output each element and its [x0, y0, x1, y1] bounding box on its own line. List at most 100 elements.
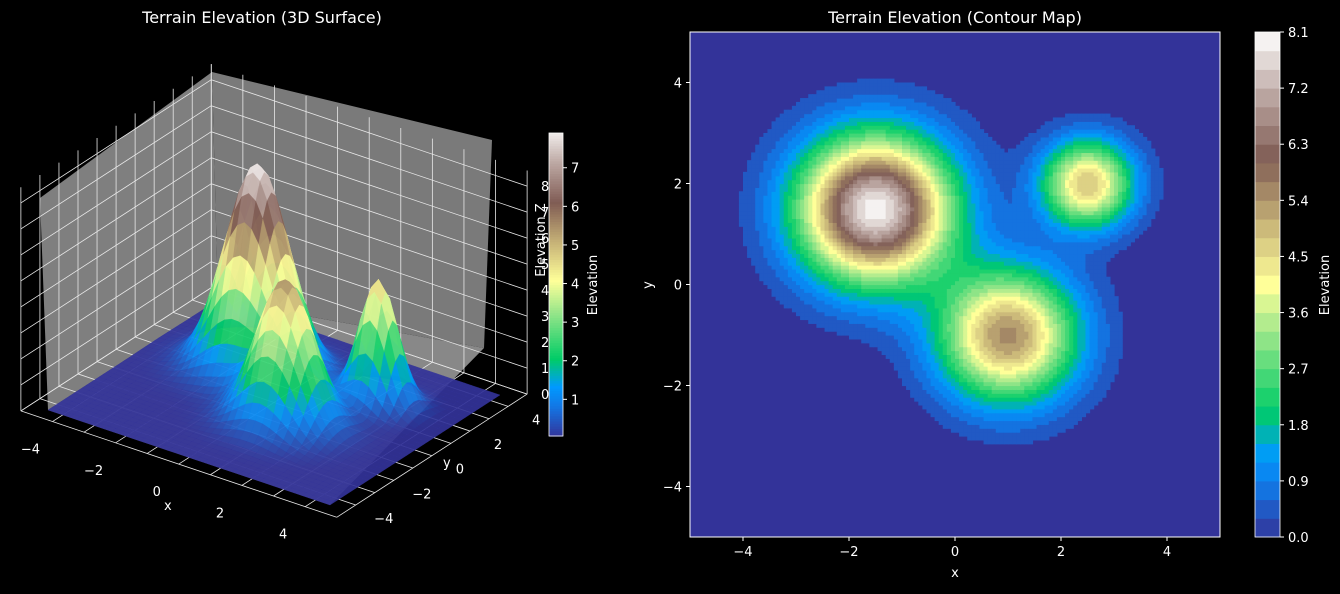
contour-cell [865, 296, 870, 300]
contour-cell [833, 184, 838, 188]
contour-cell [902, 141, 907, 145]
contour-cell [947, 211, 952, 215]
contour-cell [759, 184, 764, 188]
contour-cell [845, 114, 850, 118]
contour-cell [812, 187, 817, 191]
contour-cell [849, 187, 854, 191]
contour-cell [784, 273, 789, 277]
contour-cell [910, 339, 915, 343]
contour-cell [869, 117, 874, 121]
contour-cell [939, 184, 944, 188]
contour-cell [906, 238, 911, 242]
contour-cell [820, 277, 825, 281]
contour-cell [922, 343, 927, 347]
contour-cell [759, 265, 764, 269]
contour-cell [910, 226, 915, 230]
contour-cell [935, 351, 940, 355]
contour-cell [886, 354, 891, 358]
contour-cell [861, 250, 866, 254]
contour-cell [886, 207, 891, 211]
contour-cell [947, 238, 952, 242]
contour-cell [886, 114, 891, 118]
contour-cell [861, 300, 866, 304]
contour-cell [845, 125, 850, 129]
contour-cell [763, 273, 768, 277]
contour-cell [800, 285, 805, 289]
contour-cell [820, 285, 825, 289]
contour-cell [800, 257, 805, 261]
contour-cell [922, 98, 927, 102]
contour-cell [935, 296, 940, 300]
contour-cell [837, 273, 842, 277]
contour-cell [882, 257, 887, 261]
contour-cell [890, 234, 895, 238]
contour-cell [939, 164, 944, 168]
contour-cell [922, 152, 927, 156]
contour-cell [939, 417, 944, 421]
contour-cell [947, 393, 952, 397]
contour-cell [829, 164, 834, 168]
contour-cell [767, 253, 772, 257]
contour-cell [820, 152, 825, 156]
contour-cell [853, 226, 858, 230]
contour-cell [906, 246, 911, 250]
contour-cell [751, 156, 756, 160]
contour-cell [931, 393, 936, 397]
contour-cell [939, 98, 944, 102]
contour-cell [902, 351, 907, 355]
contour-cell [853, 281, 858, 285]
contour-cell [931, 222, 936, 226]
contour-cell [825, 281, 830, 285]
contour-cell [845, 215, 850, 219]
contour-cell [931, 265, 936, 269]
contour-cell [902, 133, 907, 137]
contour-cell [857, 203, 862, 207]
contour-cell [943, 288, 948, 292]
contour-cell [780, 211, 785, 215]
contour-cell [918, 358, 923, 362]
contour-cell [939, 129, 944, 133]
contour-cell [849, 285, 854, 289]
contour-cell [796, 187, 801, 191]
contour-cell [886, 187, 891, 191]
contour-cell [812, 296, 817, 300]
contour-cell [845, 304, 850, 308]
contour-cell [890, 121, 895, 125]
contour-cell [861, 335, 866, 339]
contour-cell [853, 257, 858, 261]
contour-cell [878, 335, 883, 339]
contour-cell [861, 226, 866, 230]
contour-cell [914, 269, 919, 273]
contour-cell [857, 187, 862, 191]
contour-cell [796, 145, 801, 149]
contour-cell [939, 420, 944, 424]
contour-cell [935, 199, 940, 203]
contour-cell [849, 300, 854, 304]
contour-cell [845, 141, 850, 145]
contour-cell [837, 292, 842, 296]
contour-cell [763, 211, 768, 215]
contour-cell [788, 218, 793, 222]
contour-cell [886, 339, 891, 343]
contour-cell [918, 288, 923, 292]
contour-cell [918, 226, 923, 230]
contour-cell [869, 218, 874, 222]
contour-cell [873, 253, 878, 257]
contour-cell [943, 331, 948, 335]
contour-cell [931, 160, 936, 164]
contour-cell [825, 215, 830, 219]
contour-cell [857, 172, 862, 176]
contour-cell [763, 141, 768, 145]
contour-cell [947, 351, 952, 355]
contour-cell [759, 207, 764, 211]
contour-cell [882, 265, 887, 269]
contour-cell [743, 242, 748, 246]
contour-cell [886, 129, 891, 133]
contour-cell [833, 308, 838, 312]
contour-cell [922, 114, 927, 118]
contour-cell [873, 102, 878, 106]
contour-cell [865, 335, 870, 339]
contour-cell [837, 168, 842, 172]
contour-cell [820, 222, 825, 226]
contour-cell [939, 277, 944, 281]
